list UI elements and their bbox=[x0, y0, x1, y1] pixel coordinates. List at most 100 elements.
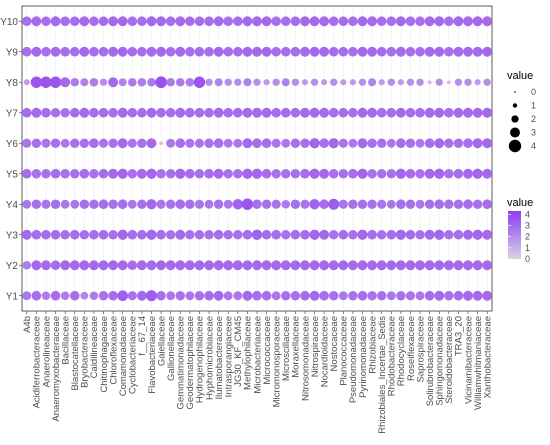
data-point bbox=[98, 291, 109, 301]
x-tick-label: Williamwhitmaniaceae bbox=[473, 316, 484, 410]
data-point bbox=[242, 46, 253, 57]
data-point bbox=[367, 199, 377, 209]
data-point bbox=[463, 46, 473, 57]
data-point bbox=[79, 168, 90, 179]
x-tick-label: Steroidobacteraceae bbox=[444, 316, 455, 404]
data-point bbox=[386, 46, 397, 57]
data-point bbox=[290, 199, 301, 209]
data-point bbox=[309, 138, 320, 149]
data-point bbox=[99, 78, 108, 86]
data-point bbox=[31, 107, 42, 118]
data-point bbox=[444, 138, 454, 148]
data-point bbox=[376, 291, 387, 301]
data-point bbox=[321, 79, 328, 86]
data-point bbox=[194, 199, 205, 209]
data-point bbox=[368, 78, 377, 87]
data-point bbox=[482, 107, 493, 118]
data-point bbox=[472, 290, 483, 301]
data-point bbox=[137, 107, 147, 118]
data-point bbox=[185, 199, 195, 209]
data-point bbox=[127, 199, 137, 209]
data-point bbox=[80, 291, 89, 300]
data-point bbox=[300, 199, 310, 209]
data-point bbox=[300, 46, 310, 57]
data-point bbox=[69, 107, 80, 118]
data-point bbox=[242, 229, 253, 240]
data-point bbox=[21, 46, 32, 57]
data-point bbox=[472, 138, 483, 149]
data-point bbox=[194, 107, 205, 118]
data-point bbox=[117, 107, 128, 118]
data-point bbox=[415, 46, 425, 57]
data-point bbox=[405, 107, 416, 118]
data-point bbox=[156, 260, 167, 271]
data-point bbox=[386, 138, 396, 148]
data-point bbox=[319, 229, 330, 240]
data-point bbox=[271, 199, 281, 209]
data-point bbox=[204, 16, 214, 27]
data-point bbox=[453, 138, 464, 148]
data-point bbox=[108, 138, 118, 148]
data-point bbox=[416, 78, 424, 86]
data-point bbox=[175, 46, 186, 57]
data-point bbox=[185, 168, 195, 179]
x-tick-label: Vicinamibacteraceae bbox=[463, 316, 474, 404]
data-point bbox=[70, 138, 80, 148]
data-point bbox=[338, 169, 349, 179]
data-point bbox=[60, 46, 70, 57]
data-point bbox=[118, 78, 127, 87]
size-legend-dot bbox=[512, 103, 518, 108]
data-point bbox=[31, 16, 42, 27]
data-point bbox=[309, 199, 320, 210]
data-point bbox=[213, 107, 224, 118]
data-point bbox=[204, 199, 214, 209]
data-point bbox=[50, 168, 61, 179]
y-tick-label: Y5 bbox=[6, 169, 19, 180]
data-point bbox=[79, 199, 90, 209]
data-point bbox=[175, 16, 186, 27]
data-point bbox=[223, 46, 234, 57]
y-tick-label: Y8 bbox=[6, 78, 19, 89]
data-point bbox=[319, 260, 330, 271]
data-point bbox=[108, 230, 118, 240]
data-point bbox=[213, 168, 224, 179]
data-point bbox=[290, 16, 301, 27]
data-point bbox=[367, 138, 377, 148]
data-point bbox=[234, 78, 242, 86]
data-point bbox=[328, 46, 339, 57]
data-point bbox=[165, 46, 176, 57]
data-point bbox=[137, 229, 147, 240]
data-point bbox=[252, 107, 262, 118]
data-point bbox=[357, 107, 368, 118]
data-point bbox=[309, 16, 320, 27]
data-point bbox=[483, 78, 491, 86]
data-point bbox=[482, 46, 493, 57]
data-point bbox=[40, 76, 52, 88]
data-point bbox=[319, 290, 329, 301]
data-point bbox=[136, 290, 147, 301]
data-point bbox=[252, 290, 262, 301]
data-point bbox=[21, 16, 32, 27]
data-point bbox=[146, 107, 157, 118]
x-tick-label: Cyclobacteriaceae bbox=[128, 316, 139, 394]
x-tick-label: Bacillaceae bbox=[60, 316, 71, 365]
data-point bbox=[213, 138, 224, 149]
data-point bbox=[482, 16, 493, 27]
data-point bbox=[300, 290, 310, 301]
data-point bbox=[434, 229, 445, 240]
data-point bbox=[69, 260, 80, 271]
x-tick-labels: A4bAcidiferrobacteraceaeAnaerolineaceaeA… bbox=[22, 311, 494, 434]
data-point bbox=[395, 229, 406, 240]
data-point bbox=[348, 46, 358, 57]
data-point bbox=[310, 78, 319, 86]
data-point bbox=[291, 78, 300, 86]
data-point bbox=[367, 169, 377, 179]
data-point bbox=[386, 291, 396, 301]
data-point bbox=[472, 16, 483, 27]
data-point bbox=[319, 46, 330, 57]
data-point bbox=[397, 79, 404, 86]
data-point bbox=[309, 260, 320, 271]
color-legend-title: value bbox=[507, 197, 533, 209]
data-point bbox=[424, 168, 435, 179]
x-tick-label: Anaerolineaceae bbox=[41, 316, 52, 387]
